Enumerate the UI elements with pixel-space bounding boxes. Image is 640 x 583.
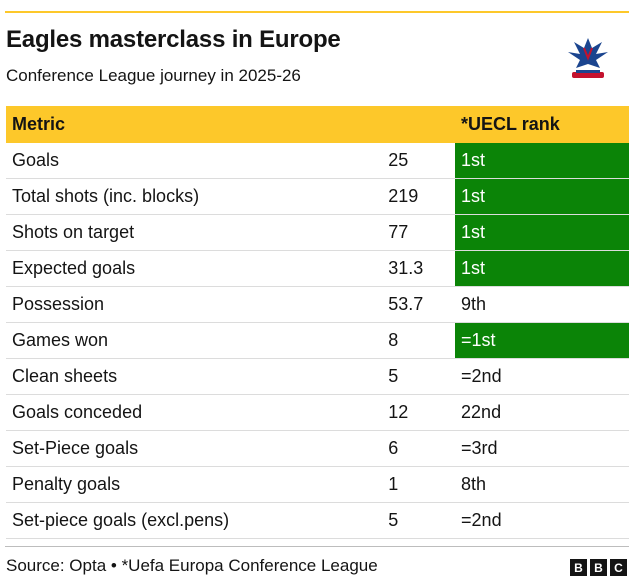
chart-title: Eagles masterclass in Europe [6, 26, 341, 53]
metric-cell: Expected goals [6, 250, 389, 287]
table-row: Total shots (inc. blocks) 219 1st [6, 178, 629, 215]
value-cell: 77 [388, 214, 456, 251]
metric-cell: Set-Piece goals [6, 430, 389, 467]
table-row: Goals conceded 12 22nd [6, 394, 629, 431]
metric-cell: Penalty goals [6, 466, 389, 503]
metric-cell: Possession [6, 286, 389, 323]
top-rule [5, 11, 629, 13]
rank-cell: 22nd [455, 394, 629, 431]
table-row: Set-piece goals (excl.pens) 5 =2nd [6, 502, 629, 539]
header-metric: Metric [12, 114, 66, 134]
value-cell: 12 [388, 394, 456, 431]
rank-cell: 1st [455, 250, 629, 287]
chart-subtitle: Conference League journey in 2025-26 [6, 66, 301, 85]
metric-cell: Set-piece goals (excl.pens) [6, 502, 389, 539]
table-row: Goals 25 1st [6, 143, 629, 179]
value-cell: 8 [388, 322, 456, 359]
value-cell: 219 [388, 178, 456, 215]
table-row: Games won 8 =1st [6, 322, 629, 359]
metric-cell: Total shots (inc. blocks) [6, 178, 389, 215]
table-body: Goals 25 1st Total shots (inc. blocks) 219 1s… [6, 143, 629, 539]
crystal-palace-crest-icon [568, 38, 608, 78]
rank-cell: 9th [455, 286, 629, 323]
bbc-logo-letter: C [610, 559, 627, 576]
rank-cell: 8th [455, 466, 629, 503]
metric-cell: Clean sheets [6, 358, 389, 395]
table-row: Shots on target 77 1st [6, 214, 629, 251]
bbc-logo-letter: B [590, 559, 607, 576]
stats-table: Metric *UECL rank Goals 25 1st Total shots … [6, 106, 629, 539]
value-cell: 25 [388, 143, 456, 179]
table-row: Expected goals 31.3 1st [6, 250, 629, 287]
rank-cell: 1st [455, 178, 629, 215]
table-row: Set-Piece goals 6 =3rd [6, 430, 629, 467]
bottom-rule [5, 546, 629, 547]
bbc-logo-letter: B [570, 559, 587, 576]
metric-cell: Shots on target [6, 214, 389, 251]
rank-cell: =2nd [455, 502, 629, 539]
header-value [388, 106, 455, 143]
source-note: Source: Opta • *Uefa Europa Conference L… [6, 556, 378, 575]
rank-cell: 1st [455, 214, 629, 251]
value-cell: 5 [388, 502, 456, 539]
bbc-logo: B B C [570, 559, 627, 576]
value-cell: 5 [388, 358, 456, 395]
value-cell: 1 [388, 466, 456, 503]
metric-cell: Goals conceded [6, 394, 389, 431]
value-cell: 31.3 [388, 250, 456, 287]
header-rank: *UECL rank [461, 114, 560, 134]
rank-cell: 1st [455, 143, 629, 179]
table-row: Penalty goals 1 8th [6, 466, 629, 503]
value-cell: 6 [388, 430, 456, 467]
table-row: Clean sheets 5 =2nd [6, 358, 629, 395]
rank-cell: =2nd [455, 358, 629, 395]
table-row: Possession 53.7 9th [6, 286, 629, 323]
rank-cell: =1st [455, 322, 629, 359]
rank-cell: =3rd [455, 430, 629, 467]
metric-cell: Games won [6, 322, 389, 359]
metric-cell: Goals [6, 143, 389, 179]
value-cell: 53.7 [388, 286, 456, 323]
table-header-row: Metric *UECL rank [6, 106, 629, 143]
